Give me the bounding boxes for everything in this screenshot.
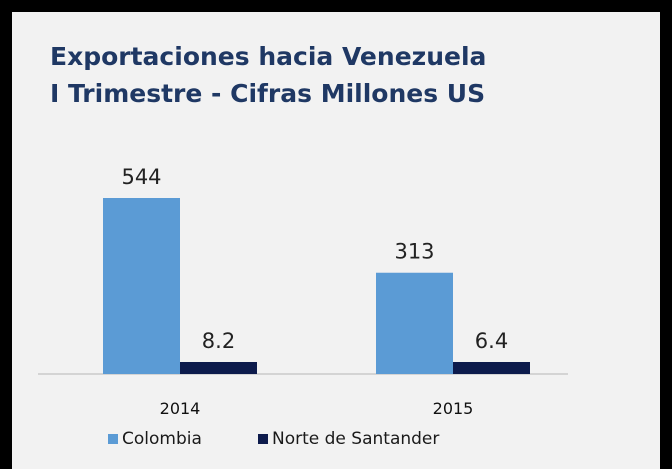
data-label: 8.2 (202, 329, 235, 353)
bar-norte-de-santander-2015 (453, 362, 530, 374)
data-label: 313 (394, 240, 434, 264)
data-label: 544 (121, 165, 161, 189)
legend-label: Colombia (122, 429, 202, 449)
x-tick-label: 2015 (433, 399, 474, 418)
legend-swatch (108, 434, 118, 444)
chart-subtitle: I Trimestre - Cifras Millones US (50, 79, 486, 108)
chart-title: Exportaciones hacia Venezuela (50, 42, 487, 71)
bar-colombia-2015 (376, 272, 453, 374)
bar-colombia-2014 (103, 198, 180, 374)
legend-label: Norte de Santander (272, 429, 439, 449)
chart-title-block: Exportaciones hacia Venezuela I Trimestr… (50, 38, 610, 112)
x-tick-label: 2014 (160, 399, 201, 418)
bar-norte-de-santander-2014 (180, 362, 257, 374)
data-label: 6.4 (475, 329, 508, 353)
legend-swatch (258, 434, 268, 444)
